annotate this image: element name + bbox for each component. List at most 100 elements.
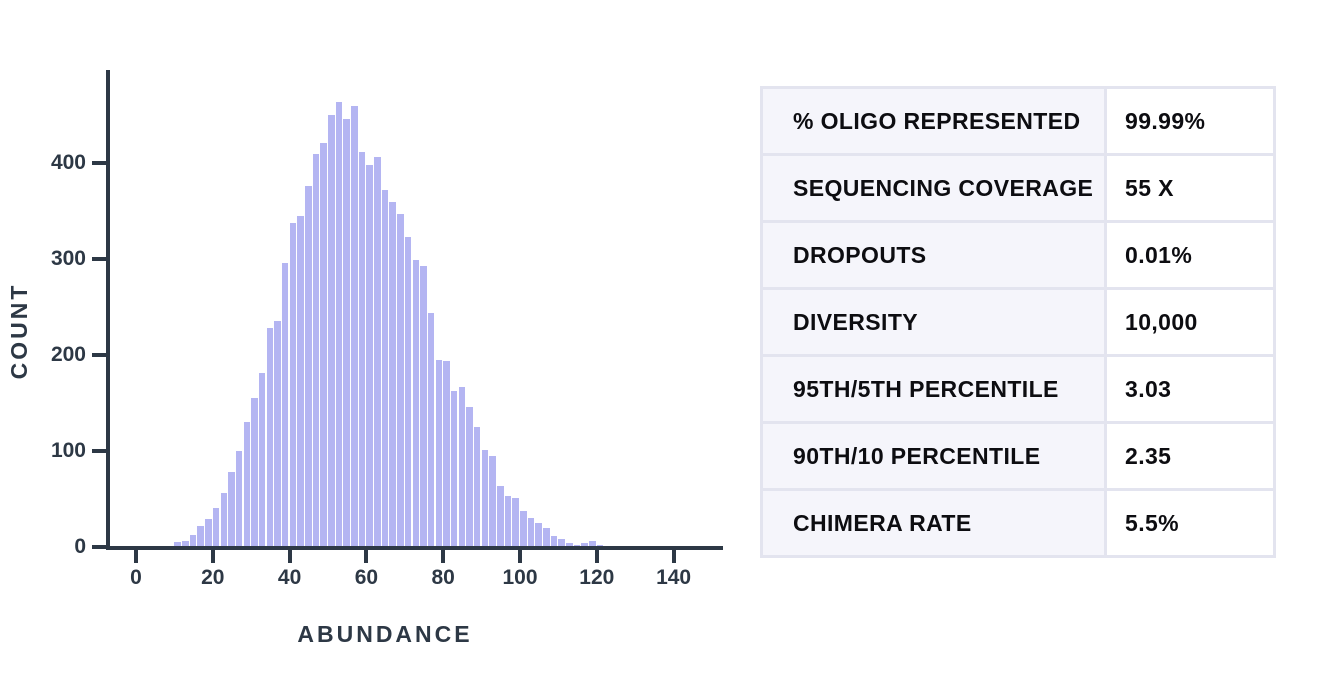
histogram-bar <box>389 202 396 547</box>
histogram-bar <box>243 422 250 547</box>
x-tick-label: 120 <box>579 566 615 589</box>
y-tick-mark <box>92 257 107 261</box>
stat-label-cell: 95TH/5TH PERCENTILE <box>763 357 1104 421</box>
histogram-bar <box>305 186 312 547</box>
y-tick-mark <box>92 449 107 453</box>
histogram-bar <box>497 485 504 547</box>
stats-table: % OLIGO REPRESENTED 99.99% SEQUENCING COVE… <box>760 86 1276 558</box>
histogram-bar <box>558 539 565 547</box>
histogram-bar <box>312 154 320 547</box>
stat-label-cell: % OLIGO REPRESENTED <box>763 89 1104 153</box>
histogram-bar <box>504 496 512 547</box>
histogram-bar <box>443 360 450 547</box>
histogram-bar <box>335 101 343 547</box>
stat-value-cell: 3.03 <box>1107 357 1273 421</box>
histogram-bar <box>320 142 327 547</box>
histogram-bar <box>481 450 489 547</box>
histogram-bar <box>358 152 366 547</box>
histogram-bar <box>281 262 289 547</box>
histogram-bar <box>427 312 435 547</box>
histogram-bar <box>397 213 404 547</box>
histogram-bar <box>450 390 458 547</box>
histogram-bar <box>351 106 358 547</box>
y-axis-line <box>106 70 110 550</box>
stat-value-cell: 55 X <box>1107 156 1273 220</box>
histogram-bar <box>212 507 220 547</box>
x-tick-mark <box>671 550 676 563</box>
histogram-bar <box>543 527 550 547</box>
histogram-bar <box>458 386 466 547</box>
y-axis-title: COUNT <box>6 282 32 380</box>
histogram-bar <box>535 523 542 547</box>
histogram-bar <box>228 472 235 547</box>
x-tick-label: 140 <box>656 566 692 589</box>
histogram-bar <box>205 519 212 547</box>
stat-value-cell: 99.99% <box>1107 89 1273 153</box>
x-tick-mark <box>134 550 138 563</box>
abundance-histogram: 0 100 200 300 400 0 20 40 60 80 100 120 140 COUNT A… <box>6 70 723 647</box>
histogram-bar <box>197 525 204 547</box>
stat-label-cell: DIVERSITY <box>763 290 1104 354</box>
x-axis-line <box>106 546 723 550</box>
histogram-bar <box>266 328 274 547</box>
histogram-bar <box>274 321 281 547</box>
stat-value-cell: 10,000 <box>1107 290 1273 354</box>
histogram-bar <box>289 222 297 547</box>
histogram-bar <box>343 118 350 547</box>
x-tick-mark <box>364 550 369 563</box>
y-tick-label: 200 <box>50 343 86 366</box>
x-tick-label: 40 <box>277 566 302 589</box>
histogram-bar <box>589 541 596 547</box>
histogram-bar <box>512 498 519 547</box>
histogram-bar <box>466 406 473 547</box>
histogram-bar <box>581 543 588 547</box>
stat-label-cell: DROPOUTS <box>763 223 1104 287</box>
y-tick-label: 400 <box>50 151 86 174</box>
histogram-bar <box>182 541 189 547</box>
x-tick-mark <box>594 550 599 563</box>
histogram-bar <box>420 265 427 547</box>
stat-value-cell: 0.01% <box>1107 223 1273 287</box>
stat-label-cell: SEQUENCING COVERAGE <box>763 156 1104 220</box>
stat-label-cell: 90TH/10 PERCENTILE <box>763 424 1104 488</box>
histogram-bar <box>189 534 197 547</box>
x-tick-mark <box>210 550 215 563</box>
y-tick-mark <box>92 161 107 165</box>
histogram-bar <box>174 542 181 547</box>
x-tick-label: 100 <box>502 566 538 589</box>
y-tick-mark <box>92 545 107 549</box>
histogram-bar <box>251 398 258 547</box>
histogram-bar <box>220 493 227 547</box>
histogram-bar <box>412 260 419 547</box>
stat-value-cell: 2.35 <box>1107 424 1273 488</box>
histogram-bar <box>550 535 558 547</box>
y-tick-label: 0 <box>74 535 86 558</box>
stat-label-cell: CHIMERA RATE <box>763 491 1104 555</box>
histogram-bar <box>404 236 412 547</box>
histogram-bar <box>381 189 389 547</box>
histogram-bar <box>328 115 335 547</box>
y-tick-label: 100 <box>50 439 86 462</box>
histogram-bar <box>520 510 527 547</box>
histogram-bar <box>297 215 304 547</box>
histogram-bar <box>489 455 496 547</box>
x-tick-mark <box>287 550 292 563</box>
x-tick-label: 60 <box>354 566 379 589</box>
histogram-bar <box>473 427 481 547</box>
x-tick-mark <box>518 550 522 563</box>
histogram-bar <box>374 157 381 547</box>
stat-value-cell: 5.5% <box>1107 491 1273 555</box>
y-tick-label: 300 <box>50 247 86 270</box>
x-axis-title: ABUNDANCE <box>297 621 473 647</box>
histogram-bar <box>258 373 266 547</box>
x-tick-label: 80 <box>431 566 455 589</box>
x-tick-label: 0 <box>130 566 142 589</box>
y-tick-mark <box>92 353 107 357</box>
histogram-bar <box>527 518 535 547</box>
x-tick-label: 20 <box>201 566 225 589</box>
histogram-bar <box>435 359 442 547</box>
histogram-bar <box>366 164 373 547</box>
x-tick-mark <box>441 550 446 563</box>
histogram-bar <box>566 543 573 547</box>
histogram-bar <box>235 451 243 547</box>
